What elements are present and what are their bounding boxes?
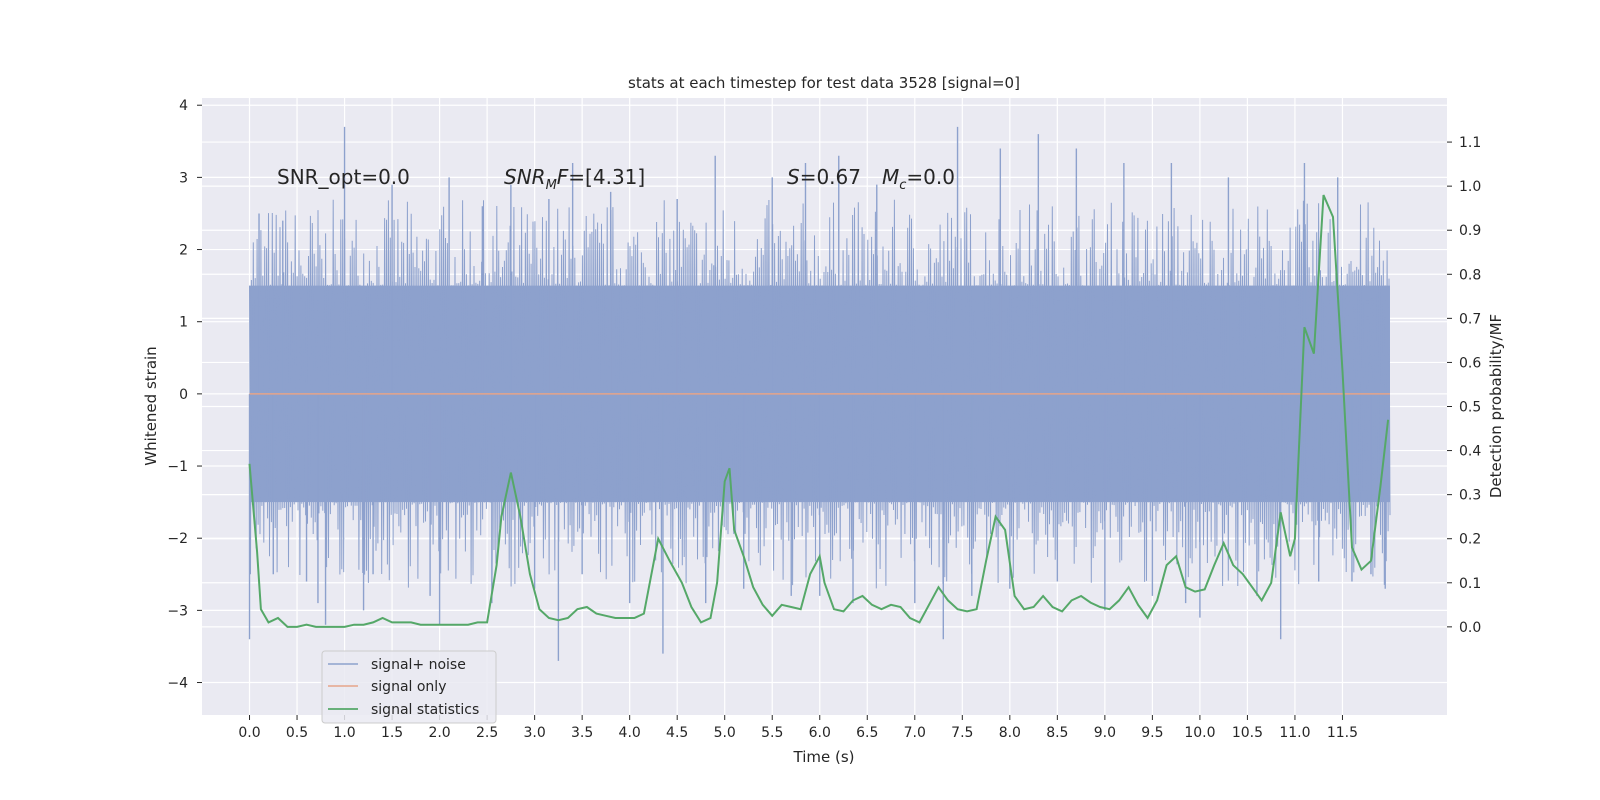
legend-label-stats: signal statistics (371, 702, 479, 718)
y-tick-label: −2 (167, 531, 188, 547)
x-tick-label: 10.5 (1232, 725, 1263, 741)
statistics-layer (248, 194, 1390, 628)
legend: signal+ noise signal only signal statist… (321, 650, 497, 724)
legend-label-noise: signal+ noise (371, 657, 466, 673)
y-tick-label: −3 (167, 603, 188, 619)
x-tick-label: 0.5 (286, 725, 308, 741)
y-tick-label: 4 (179, 98, 188, 114)
x-tick-label: 7.0 (904, 725, 926, 741)
y-axis-label: Whitened strain (142, 346, 160, 465)
y2-tick-label: 1.1 (1459, 135, 1481, 151)
y2-tick-label: 0.9 (1459, 223, 1481, 239)
x-tick-label: 0.0 (238, 725, 260, 741)
legend-box (321, 650, 497, 724)
statistics-line (248, 194, 1390, 628)
x-tick-label: 6.5 (856, 725, 878, 741)
y-tick-label: 0 (179, 387, 188, 403)
x-tick-label: 5.5 (761, 725, 783, 741)
y2-tick-label: 0.3 (1459, 488, 1481, 504)
x-tick-label: 6.0 (809, 725, 831, 741)
x-tick-label: 4.0 (619, 725, 641, 741)
mc-sub: c (899, 178, 906, 193)
snr-mf-sub: M (546, 178, 557, 193)
x-tick-label: 2.0 (428, 725, 450, 741)
y2-tick-label: 0.4 (1459, 444, 1481, 460)
x-axis-label: Time (s) (793, 748, 855, 766)
y-tick-label: 2 (179, 243, 188, 259)
y2-tick-label: 0.5 (1459, 400, 1481, 416)
y2-tick-labels: 1.1 1.0 0.9 0.8 0.7 0.6 0.5 0.4 0.3 0.2 0.1 0.0 (1447, 135, 1481, 636)
x-tick-label: 8.0 (999, 725, 1021, 741)
x-tick-label: 9.5 (1141, 725, 1163, 741)
x-tick-label: 1.0 (333, 725, 355, 741)
s-symbol: S (787, 165, 800, 189)
y-tick-label: −1 (167, 459, 188, 475)
snr-mf-base: SNR (504, 165, 546, 189)
legend-label-signal: signal only (371, 679, 446, 695)
s-value: =0.67 (800, 165, 861, 189)
x-tick-label: 8.5 (1046, 725, 1068, 741)
y-tick-label: 3 (179, 170, 188, 186)
y-tick-label: −4 (167, 676, 188, 692)
mc-symbol: M (882, 165, 899, 189)
y2-tick-label: 0.8 (1459, 267, 1481, 283)
x-tick-labels: 0.0 0.5 1.0 1.5 2.0 2.5 3.0 3.5 4.0 4.5 5.0 5.5 6.0 6… (238, 715, 1358, 741)
y2-tick-label: 0.0 (1459, 620, 1481, 636)
y2-tick-label: 0.7 (1459, 311, 1481, 327)
x-tick-label: 4.5 (666, 725, 688, 741)
snr-mf-rest: F (557, 165, 569, 189)
mc-annotation: Mc=0.0 (882, 165, 955, 193)
x-tick-label: 9.0 (1094, 725, 1116, 741)
s-annotation: S=0.67 (787, 165, 861, 189)
y2-tick-label: 0.1 (1459, 576, 1481, 592)
x-tick-label: 3.5 (571, 725, 593, 741)
y2-tick-label: 0.6 (1459, 355, 1481, 371)
y2-tick-label: 0.2 (1459, 532, 1481, 548)
snr-opt-annotation: SNR_opt=0.0 (277, 165, 410, 189)
y-tick-label: 1 (179, 315, 188, 331)
x-tick-label: 5.0 (714, 725, 736, 741)
y-tick-labels: 4 3 2 1 0 −1 −2 −3 −4 (167, 98, 202, 692)
snr-mf-value: =[4.31] (568, 165, 645, 189)
x-tick-label: 1.5 (381, 725, 403, 741)
y2-tick-label: 1.0 (1459, 179, 1481, 195)
snr-mf-annotation: SNRMF=[4.31] (504, 165, 645, 193)
x-tick-label: 11.5 (1327, 725, 1358, 741)
x-tick-label: 3.0 (524, 725, 546, 741)
y2-axis-label: Detection probability/MF (1487, 314, 1505, 498)
x-tick-label: 2.5 (476, 725, 498, 741)
mc-value: =0.0 (906, 165, 955, 189)
chart-title: stats at each timestep for test data 352… (628, 74, 1020, 92)
x-tick-label: 10.0 (1184, 725, 1215, 741)
x-tick-label: 7.5 (951, 725, 973, 741)
x-tick-label: 11.0 (1279, 725, 1310, 741)
